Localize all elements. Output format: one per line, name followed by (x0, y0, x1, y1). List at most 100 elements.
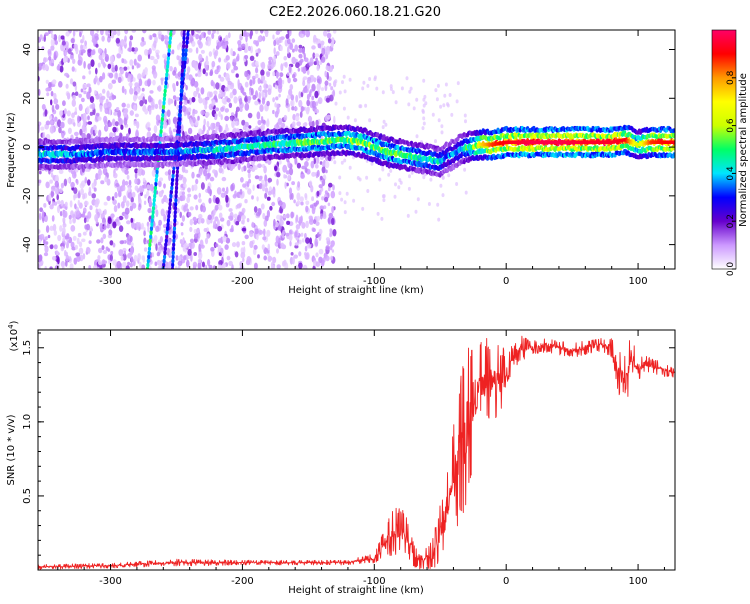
noise-speckle (230, 184, 234, 192)
noise-speckle (105, 125, 109, 130)
noise-speckle (231, 242, 237, 248)
noise-speckle (250, 88, 254, 96)
streak-point (151, 205, 156, 211)
noise-speckle (199, 168, 203, 176)
streak-point (162, 104, 166, 110)
noise-speckle (99, 96, 104, 104)
streak-point (180, 80, 184, 86)
noise-speckle (237, 214, 242, 222)
noise-speckle (252, 248, 257, 256)
noise-speckle (133, 120, 137, 126)
noise-speckle (98, 260, 103, 266)
noise-speckle (259, 30, 264, 34)
noise-speckle (124, 30, 129, 35)
streak-point (180, 84, 184, 90)
streak-point (178, 108, 182, 114)
noise-speckle (218, 204, 223, 211)
noise-speckle (65, 83, 69, 89)
noise-speckle (74, 203, 77, 210)
noise-speckle (315, 157, 320, 165)
noise-speckle (48, 56, 52, 61)
noise-speckle (183, 205, 187, 213)
streak-point (178, 112, 182, 118)
noise-speckle (77, 115, 80, 124)
noise-speckle (198, 192, 201, 199)
noise-speckle (389, 84, 393, 89)
noise-speckle (146, 190, 150, 197)
streak-point (169, 189, 173, 195)
noise-speckle (343, 200, 347, 205)
noise-speckle (115, 72, 118, 79)
noise-speckle (117, 116, 121, 122)
noise-speckle (249, 231, 254, 238)
noise-speckle (211, 60, 216, 68)
noise-speckle (224, 108, 229, 113)
noise-speckle (293, 199, 296, 204)
noise-speckle (204, 64, 209, 71)
noise-speckle (456, 81, 460, 86)
noise-speckle (194, 119, 199, 127)
noise-speckle (288, 65, 292, 74)
noise-speckle (447, 173, 451, 178)
noise-speckle (434, 88, 438, 93)
noise-speckle (276, 171, 281, 178)
noise-speckle (111, 67, 116, 73)
noise-speckle (189, 226, 193, 233)
noise-speckle (288, 167, 294, 176)
noise-speckle (321, 161, 325, 167)
noise-speckle (93, 124, 97, 131)
noise-speckle (125, 71, 129, 79)
streak-point (182, 30, 186, 33)
noise-speckle (314, 90, 319, 99)
streak-point (164, 238, 168, 244)
noise-speckle (231, 120, 235, 129)
noise-speckle (282, 164, 288, 173)
noise-speckle (90, 30, 95, 36)
noise-speckle (232, 58, 238, 63)
noise-speckle (261, 119, 266, 124)
noise-speckle (39, 207, 43, 212)
streak-point (175, 177, 179, 183)
noise-speckle (291, 38, 296, 43)
noise-speckle (434, 139, 437, 144)
noise-speckle (213, 90, 218, 96)
noise-speckle (133, 58, 137, 66)
noise-speckle (169, 221, 173, 225)
noise-speckle (368, 77, 372, 81)
noise-speckle (57, 63, 61, 71)
noise-speckle (49, 179, 53, 184)
noise-speckle (294, 106, 298, 111)
noise-speckle (391, 90, 395, 95)
streak-point (164, 84, 168, 90)
noise-speckle (267, 190, 272, 196)
noise-speckle (287, 77, 291, 84)
noise-speckle (87, 248, 91, 255)
noise-speckle (147, 95, 152, 103)
noise-speckle (218, 124, 222, 133)
noise-speckle (93, 265, 98, 269)
noise-speckle (44, 214, 48, 223)
streak-point (185, 43, 189, 49)
noise-speckle (146, 121, 151, 128)
noise-speckle (230, 115, 234, 121)
noise-speckle (256, 233, 259, 241)
noise-speckle (283, 259, 287, 266)
noise-speckle (340, 160, 344, 165)
noise-speckle (163, 35, 169, 40)
noise-speckle (323, 30, 328, 37)
noise-speckle (266, 100, 270, 107)
noise-speckle (76, 210, 81, 218)
noise-speckle (77, 199, 81, 206)
streak-point (164, 242, 168, 248)
noise-speckle (125, 200, 130, 207)
noise-speckle (315, 261, 321, 268)
noise-speckle (365, 175, 369, 180)
noise-speckle (82, 119, 87, 128)
noise-speckle (127, 76, 131, 83)
noise-speckle (298, 99, 303, 108)
noise-speckle (153, 58, 159, 65)
noise-speckle (129, 247, 134, 256)
noise-speckle (97, 47, 103, 54)
noise-speckle (204, 165, 208, 170)
noise-speckle (204, 96, 210, 101)
